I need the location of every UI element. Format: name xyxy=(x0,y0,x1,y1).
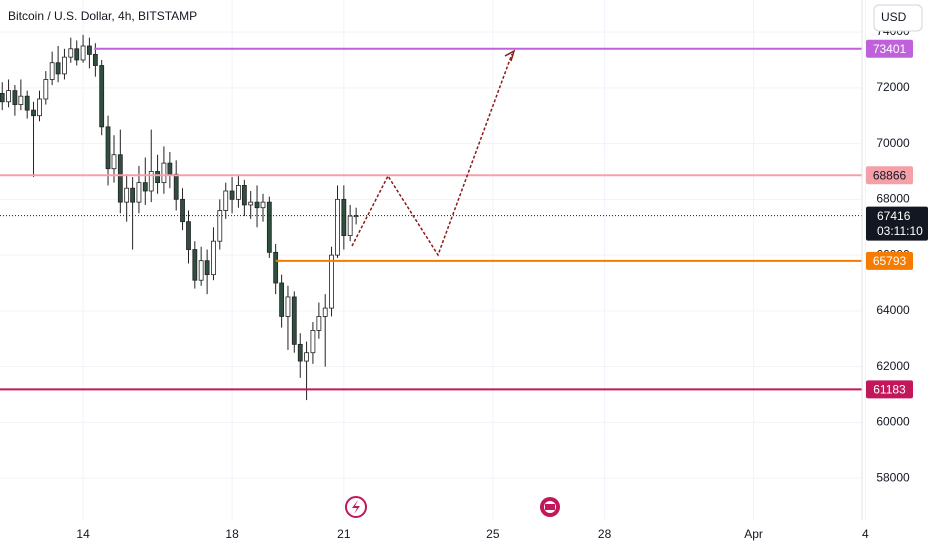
candle-body xyxy=(111,154,117,170)
x-tick-label: 28 xyxy=(598,527,612,541)
event-icon[interactable] xyxy=(345,496,367,518)
candle-body xyxy=(266,201,272,253)
candle-body xyxy=(0,93,5,103)
candle-body xyxy=(297,343,303,362)
candle-body xyxy=(142,182,148,192)
candle-body xyxy=(161,162,167,184)
candle-body xyxy=(155,171,160,184)
candle-body xyxy=(186,221,191,250)
candle-body xyxy=(130,187,136,203)
y-tick-label: 64000 xyxy=(876,303,910,317)
chart-title: Bitcoin / U.S. Dollar, 4h, BITSTAMP xyxy=(8,9,197,23)
projection-arrowhead xyxy=(504,49,516,62)
candle-body xyxy=(80,45,86,61)
candle-body xyxy=(173,173,179,200)
candle-body xyxy=(229,190,235,200)
candle-body xyxy=(236,185,241,200)
candle-body xyxy=(204,260,210,276)
x-tick-label: Apr xyxy=(744,527,763,541)
level-label: 73401 xyxy=(873,42,907,56)
y-tick-label: 58000 xyxy=(876,470,910,484)
candle-body xyxy=(31,109,36,117)
candle-body xyxy=(74,48,80,61)
level-label-bg xyxy=(866,251,913,270)
level-label: 68866 xyxy=(873,168,907,182)
y-tick-label: 62000 xyxy=(876,359,910,373)
candle-body xyxy=(248,201,254,206)
x-tick-label: 18 xyxy=(225,527,239,541)
candle-body xyxy=(285,296,291,317)
candle-body xyxy=(211,240,216,276)
candle-body xyxy=(198,260,204,281)
level-label: 61183 xyxy=(873,383,906,397)
candle-body xyxy=(304,352,309,362)
candle-body xyxy=(347,215,353,237)
candle-body xyxy=(55,62,61,75)
candle-body xyxy=(99,65,105,128)
candle-body xyxy=(260,201,266,209)
candle-body xyxy=(217,210,223,242)
candle-body xyxy=(329,254,334,309)
candle-body xyxy=(105,126,111,170)
level-label-bg xyxy=(866,166,913,185)
plot-area xyxy=(0,0,866,520)
x-tick-label: 14 xyxy=(76,527,90,541)
countdown-label: 03:11:10 xyxy=(877,224,923,238)
candle-body xyxy=(148,171,154,192)
candle-body xyxy=(124,187,130,203)
candle-body xyxy=(279,282,285,317)
candle-body xyxy=(24,95,30,111)
flag-icon[interactable] xyxy=(540,497,560,517)
candle-body xyxy=(310,330,316,354)
y-tick-label: 70000 xyxy=(876,136,910,150)
candle-body xyxy=(316,316,322,331)
price-axis: 5800060000620006400066000680007000072000… xyxy=(866,24,928,484)
y-tick-label: 68000 xyxy=(876,192,910,206)
candle-body xyxy=(291,296,297,345)
candle-body xyxy=(68,48,74,58)
level-label-bg xyxy=(866,39,913,58)
candle-body xyxy=(180,198,185,223)
last-price-label: 67416 xyxy=(877,209,911,223)
candle-body xyxy=(335,198,340,256)
candle-body xyxy=(18,95,24,105)
candle-body xyxy=(341,198,347,237)
candle-body xyxy=(62,56,67,75)
candle-body xyxy=(92,53,98,66)
candle-body xyxy=(223,190,229,211)
candle-body xyxy=(117,154,123,203)
y-tick-label: 72000 xyxy=(876,80,910,94)
y-tick-label: 60000 xyxy=(876,415,910,429)
x-tick-label: 4 xyxy=(862,527,869,541)
candle-body xyxy=(322,307,328,317)
candle-body xyxy=(273,251,279,284)
candle-body xyxy=(87,45,92,55)
x-tick-label: 21 xyxy=(337,527,351,541)
candle-body xyxy=(43,79,49,100)
x-tick-label: 25 xyxy=(486,527,500,541)
candle-body xyxy=(136,182,142,203)
currency-button[interactable] xyxy=(873,4,923,32)
last-price-bg xyxy=(866,206,928,241)
candle-body xyxy=(192,249,198,281)
level-label-bg xyxy=(866,380,913,399)
candle-body xyxy=(167,162,173,175)
currency-label: USD xyxy=(881,10,907,24)
candle-body xyxy=(49,62,55,80)
candle-body xyxy=(12,90,18,105)
candle-body xyxy=(37,98,42,117)
candle-body xyxy=(254,201,260,209)
candle-body xyxy=(241,185,247,206)
projection-path xyxy=(351,53,513,257)
level-label: 65793 xyxy=(873,254,907,268)
candle-body xyxy=(6,90,11,103)
